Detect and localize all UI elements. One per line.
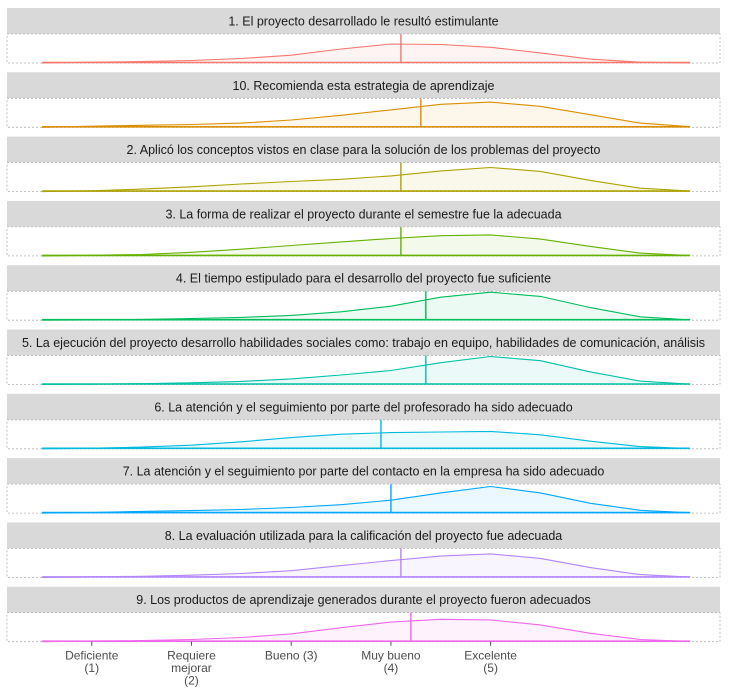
x-tick-label-line: (4) <box>384 661 399 675</box>
density-area <box>41 234 691 256</box>
strip-title: 4. El tiempo estipulado para el desarrol… <box>176 272 551 286</box>
x-tick-label: Requiere mejorar (2) <box>167 649 216 688</box>
x-tick-label-line: (1) <box>84 661 99 675</box>
density-curve <box>41 234 691 257</box>
x-tick-label: Bueno (3) <box>265 649 318 663</box>
strip-title: 8. La evaluación utilizada para la calif… <box>165 529 563 543</box>
density-area <box>41 619 691 642</box>
x-tick-label-line: (2) <box>184 674 199 688</box>
strip-header <box>7 136 720 163</box>
facet-panel: 10. Recomienda esta estrategia de aprend… <box>6 72 721 128</box>
strip-title: 6. La atención y el seguimiento por part… <box>154 400 572 414</box>
strip-header <box>7 458 720 485</box>
strip-header <box>7 586 720 613</box>
facet-panel: 3. La forma de realizar el proyecto dura… <box>6 200 721 257</box>
density-area <box>41 292 691 321</box>
density-curve <box>41 101 691 128</box>
panel-background <box>6 612 721 643</box>
strip-header <box>7 72 720 99</box>
strip-title: 1. El proyecto desarrollado le resultó e… <box>228 15 498 29</box>
x-tick-label: Deficiente (1) <box>65 649 119 676</box>
density-area <box>41 486 691 514</box>
strip-title: 9. Los productos de aprendizaje generado… <box>136 593 591 607</box>
x-tick-label-line: mejorar <box>171 661 212 675</box>
strip-title: 10. Recomienda esta estrategia de aprend… <box>233 79 495 93</box>
strip-header <box>7 522 720 549</box>
panel-background <box>6 33 721 64</box>
strip-header <box>7 8 720 34</box>
density-curve <box>41 166 691 193</box>
density-curve <box>41 485 691 514</box>
x-tick-label-line: Deficiente <box>65 649 119 663</box>
x-tick-label-line: Excelente <box>464 649 517 663</box>
panel-background <box>6 226 721 257</box>
density-area <box>41 167 691 192</box>
facet-panel: 8. La evaluación utilizada para la calif… <box>6 522 721 578</box>
facet-panel: 4. El tiempo estipulado para el desarrol… <box>6 265 721 321</box>
density-area <box>41 102 691 128</box>
facet-panel: 6. La atención y el seguimiento por part… <box>6 393 721 450</box>
strip-title: 3. La forma de realizar el proyecto dura… <box>165 207 561 221</box>
density-area <box>41 44 691 63</box>
panel-background <box>6 483 721 514</box>
facet-panel: 5. La ejecución del proyecto desarrollo … <box>6 329 721 386</box>
panel-background <box>6 290 721 321</box>
strip-header <box>7 329 720 356</box>
density-area <box>41 553 691 578</box>
strip-header <box>7 200 720 227</box>
density-area <box>41 356 691 385</box>
strip-header <box>7 393 720 420</box>
x-axis: Deficiente (1) Requiere mejorar (2) Bueno (3)… <box>65 641 517 688</box>
facet-panel: 2. Aplicó los conceptos vistos en clase … <box>6 136 721 193</box>
x-tick-label-line: Muy bueno <box>361 649 421 663</box>
facet-panel: 1. El proyecto desarrollado le resultó e… <box>6 8 721 64</box>
density-curve <box>41 43 691 64</box>
facet-panel: 9. Los productos de aprendizaje generado… <box>6 586 721 643</box>
density-curve <box>41 430 691 450</box>
x-tick-label: Excelente (5) <box>464 649 517 676</box>
facet-panel: 7. La atención y el seguimiento por part… <box>6 458 721 514</box>
strip-title: 7. La atención y el seguimiento por part… <box>123 465 605 479</box>
strip-header <box>7 265 720 292</box>
strip-title: 5. La ejecución del proyecto desarrollo … <box>22 336 705 350</box>
x-tick-label-line: Bueno (3) <box>265 649 318 663</box>
x-tick-label: Muy bueno (4) <box>361 649 421 676</box>
panel-background <box>6 419 721 450</box>
strip-title: 2. Aplicó los conceptos vistos en clase … <box>127 143 601 157</box>
panel-background <box>6 162 721 193</box>
facet-panels: 1. El proyecto desarrollado le resultó e… <box>6 8 721 643</box>
x-tick-label-line: Requiere <box>167 649 216 663</box>
x-tick-label-line: (5) <box>483 661 498 675</box>
panel-background <box>6 355 721 385</box>
